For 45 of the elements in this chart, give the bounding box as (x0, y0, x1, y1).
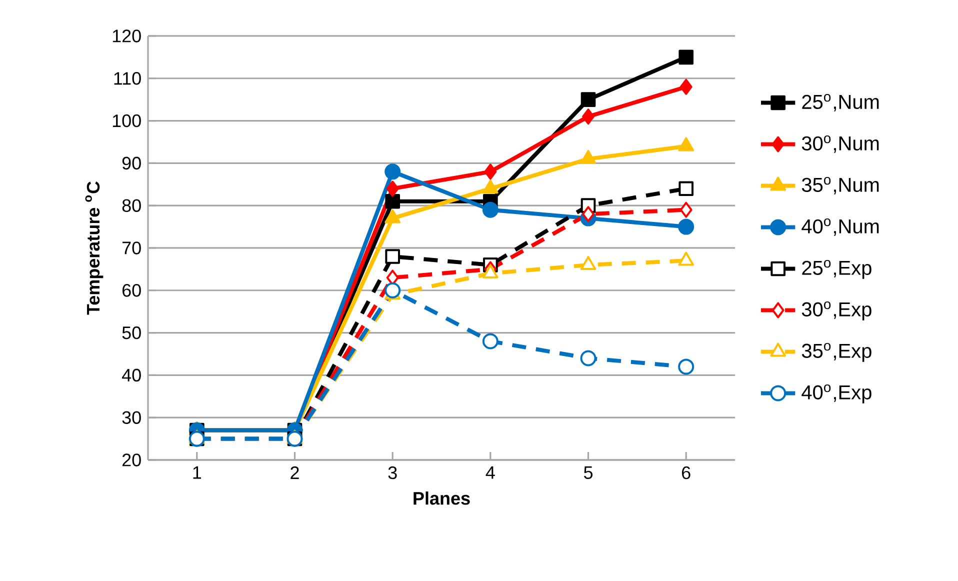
point (678, 218, 694, 235)
point (680, 202, 692, 218)
x-tick-label: 6 (682, 466, 690, 480)
x-axis-title: Planes (414, 492, 470, 505)
point (580, 350, 596, 366)
point (386, 180, 399, 197)
y-tick-label: 100 (112, 114, 141, 128)
legend-label: 40$^{o}$,Num (802, 218, 879, 236)
point (384, 282, 401, 298)
point (678, 358, 694, 375)
point (678, 181, 694, 196)
y-tick-label: 110 (114, 72, 141, 85)
point (482, 202, 498, 218)
legend-label: 30$^{o}$,Num (802, 136, 879, 153)
y-tick-label: 80 (122, 199, 141, 212)
point (678, 50, 694, 65)
point (484, 164, 497, 180)
legend-label: 40$^{o}$,Exp (802, 384, 872, 404)
legend-label: 35$^{o}$,Num (802, 177, 879, 194)
x-tick-label: 1 (193, 466, 202, 479)
x-tick-label: 3 (388, 466, 397, 480)
point (580, 92, 596, 107)
y-tick-label: 50 (122, 326, 141, 340)
point (582, 206, 595, 222)
x-tick-label: 2 (290, 466, 299, 479)
point (384, 164, 401, 180)
y-tick-label: 70 (122, 242, 141, 254)
point (680, 78, 692, 95)
legend-label: 30$^{o}$,Exp (802, 301, 872, 320)
point (482, 333, 498, 350)
y-tick-label: 90 (122, 156, 141, 170)
legend-label: 25$^{o}$,Exp (802, 260, 872, 279)
point (385, 249, 400, 264)
y-tick-label: 120 (112, 30, 141, 42)
y-tick-label: 20 (122, 454, 141, 466)
legend-label: 35$^{o}$,Exp (802, 342, 872, 362)
y-tick-label: 40 (122, 368, 141, 382)
y-axis-title: Temperature $^{o}$C (85, 181, 104, 315)
legend-label: 25$^{o}$,Num (802, 94, 879, 112)
x-tick-label: 5 (584, 466, 593, 479)
x-tick-label: 4 (486, 466, 495, 479)
point (385, 194, 400, 209)
y-tick-label: 60 (122, 284, 141, 297)
y-tick-label: 30 (122, 411, 141, 424)
point (582, 108, 595, 125)
